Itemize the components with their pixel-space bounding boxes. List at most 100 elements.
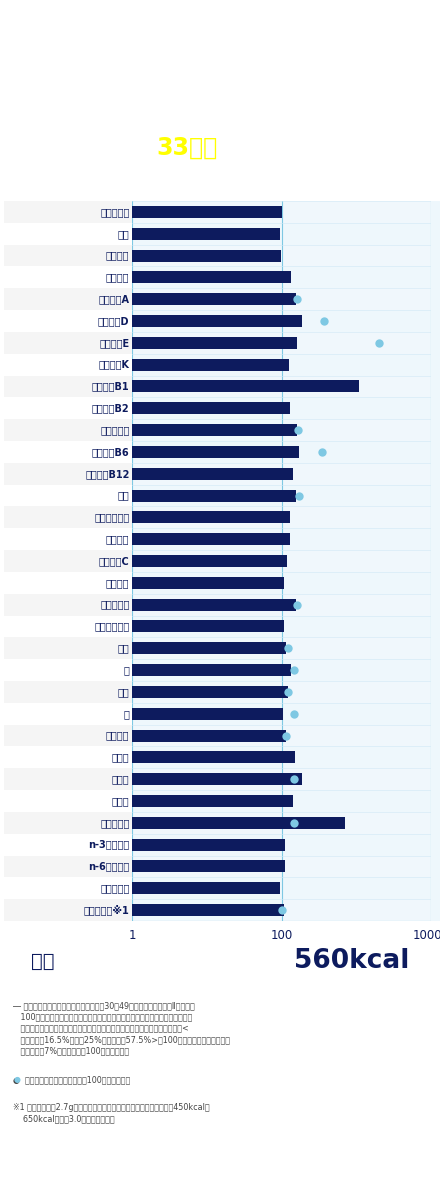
Text: クロム: クロム <box>112 796 129 805</box>
Text: カリウム: カリウム <box>106 578 129 588</box>
Text: 銅: 銅 <box>124 709 129 718</box>
Text: 炭水化物: 炭水化物 <box>106 251 129 261</box>
Bar <box>4 288 132 311</box>
Text: ビタミンB2: ビタミンB2 <box>92 403 129 413</box>
Bar <box>4 332 132 354</box>
Bar <box>132 768 431 790</box>
Text: ビタミンB12: ビタミンB12 <box>85 468 129 479</box>
Text: n-6系脂肪酸: n-6系脂肪酸 <box>88 862 129 871</box>
Bar <box>132 403 290 415</box>
Bar <box>132 550 431 572</box>
Bar <box>132 773 301 785</box>
Bar <box>132 811 431 834</box>
Bar <box>132 620 284 632</box>
Bar <box>132 293 296 305</box>
Bar <box>132 882 280 894</box>
Bar <box>132 245 431 266</box>
Text: n-3系脂肪酸: n-3系脂肪酸 <box>88 840 129 850</box>
Bar <box>132 380 359 392</box>
Bar <box>132 637 431 660</box>
Bar <box>132 681 431 703</box>
Bar <box>132 599 296 611</box>
Text: ビタミンA: ビタミンA <box>99 294 129 305</box>
Bar <box>4 681 132 703</box>
Bar <box>132 507 431 528</box>
Text: 飽和脂肪酸: 飽和脂肪酸 <box>100 883 129 894</box>
Bar <box>132 446 299 458</box>
Bar <box>4 724 132 747</box>
Bar <box>132 358 289 370</box>
Bar <box>132 201 431 222</box>
Text: ビタミンB1: ビタミンB1 <box>92 381 129 392</box>
Text: ビタミンK: ビタミンK <box>99 360 129 369</box>
Bar <box>132 271 291 283</box>
Bar <box>132 511 290 523</box>
Text: 鉄: 鉄 <box>124 666 129 675</box>
Text: ヨウ素: ヨウ素 <box>112 753 129 762</box>
Text: マンガン: マンガン <box>106 730 129 741</box>
Bar <box>132 817 345 829</box>
Text: ビタミンE: ビタミンE <box>99 338 129 348</box>
Text: 食塩相当量※1: 食塩相当量※1 <box>84 905 129 915</box>
Text: ビオチン: ビオチン <box>106 534 129 544</box>
Bar <box>4 201 132 222</box>
Bar <box>4 550 132 572</box>
Text: ビタミンD: ビタミンD <box>98 315 129 326</box>
Bar <box>132 462 431 485</box>
Bar <box>4 419 132 441</box>
Bar <box>132 337 297 349</box>
Bar <box>132 664 291 676</box>
Bar <box>4 594 132 615</box>
Bar <box>132 419 431 441</box>
Text: カルシウム: カルシウム <box>100 600 129 609</box>
Bar <box>4 462 132 485</box>
Bar <box>132 730 286 742</box>
Text: ビタミンB6: ビタミンB6 <box>92 447 129 456</box>
Bar <box>132 795 293 807</box>
Bar <box>132 686 288 698</box>
Bar <box>4 507 132 528</box>
Bar <box>132 642 286 655</box>
Text: 食物繊維: 食物繊維 <box>106 272 129 282</box>
Bar <box>132 332 431 354</box>
Text: ビタミンC: ビタミンC <box>99 556 129 566</box>
Text: パントテン酸: パントテン酸 <box>94 513 129 522</box>
Text: 葉酸: 葉酸 <box>117 491 129 501</box>
Text: モリブデン: モリブデン <box>100 817 129 828</box>
Bar <box>132 250 281 262</box>
Bar <box>4 245 132 266</box>
Text: 亜鉛: 亜鉛 <box>117 687 129 697</box>
Bar <box>132 288 431 311</box>
Text: マグネシウム: マグネシウム <box>94 621 129 631</box>
Text: 熱量: 熱量 <box>31 951 54 970</box>
Bar <box>132 315 301 327</box>
Bar <box>132 228 280 240</box>
Bar <box>132 856 431 877</box>
Bar <box>4 375 132 398</box>
Text: セレン: セレン <box>112 774 129 784</box>
Bar <box>132 467 293 479</box>
Bar <box>4 899 132 921</box>
Text: 脂質: 脂質 <box>117 228 129 239</box>
Text: 33種類: 33種類 <box>156 136 217 160</box>
Bar <box>132 839 285 851</box>
Bar <box>132 594 431 615</box>
Bar <box>4 637 132 660</box>
Text: たんぱく質: たんぱく質 <box>100 207 129 217</box>
Bar <box>132 424 297 436</box>
Text: リン: リン <box>117 643 129 654</box>
Bar <box>132 860 285 872</box>
Bar <box>132 899 431 921</box>
Text: 調整されています。: 調整されています。 <box>165 99 275 118</box>
Bar <box>132 554 287 566</box>
Bar <box>4 811 132 834</box>
Text: 「日本人の食事摂取基準」で設定された: 「日本人の食事摂取基準」で設定された <box>141 59 299 74</box>
Bar <box>132 724 431 747</box>
Bar <box>132 206 282 217</box>
Text: ― 日本人の食事摂取基準をもとに、男性30〜49歳、身体活動レベルⅡの指標を
   100とした場合に当該商品のエネルギー（食あたりの充足率を数値化したもの
 : ― 日本人の食事摂取基準をもとに、男性30〜49歳、身体活動レベルⅡの指標を 1… <box>13 1001 230 1056</box>
Bar <box>4 856 132 877</box>
Bar <box>132 752 295 764</box>
Text: ナイアシン: ナイアシン <box>100 425 129 435</box>
Bar <box>132 201 440 921</box>
Text: ●: ● <box>13 1076 20 1084</box>
